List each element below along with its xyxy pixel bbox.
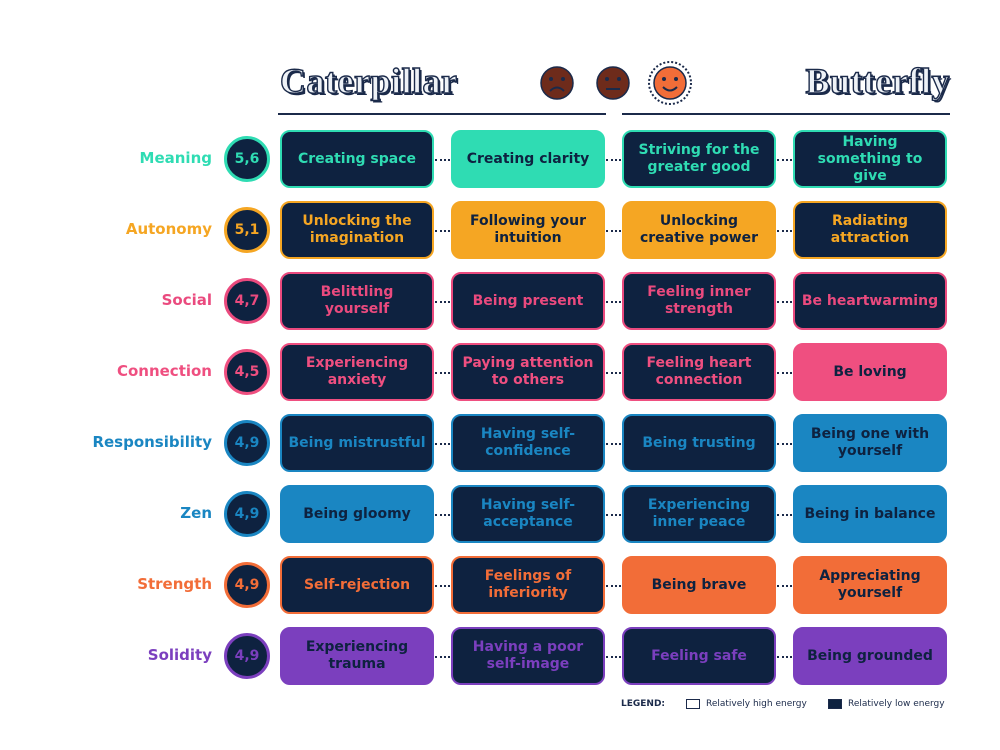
cell: Experiencing anxiety	[280, 343, 434, 401]
score-badge: 4,5	[224, 349, 270, 395]
cell: Having self-confidence	[451, 414, 605, 472]
legend-swatch-low	[828, 699, 842, 709]
cell: Feeling inner strength	[622, 272, 776, 330]
cell: Paying attention to others	[451, 343, 605, 401]
score-badge: 5,1	[224, 207, 270, 253]
cell: Creating clarity	[451, 130, 605, 188]
legend-high: Relatively high energy	[706, 699, 807, 709]
cell: Radiating attraction	[793, 201, 947, 259]
cell: Being mistrustful	[280, 414, 434, 472]
row-label: Autonomy	[125, 220, 212, 238]
connector	[435, 443, 450, 445]
cell: Being present	[451, 272, 605, 330]
score-badge: 4,7	[224, 278, 270, 324]
cell: Being brave	[622, 556, 776, 614]
score-badge: 4,9	[224, 420, 270, 466]
score-badge: 5,6	[224, 136, 270, 182]
cell: Be loving	[793, 343, 947, 401]
cell: Having something to give	[793, 130, 947, 188]
row-label: Meaning	[139, 149, 212, 167]
row-label: Strength	[137, 575, 212, 593]
connector	[777, 443, 792, 445]
cell: Belittling yourself	[280, 272, 434, 330]
connector	[777, 585, 792, 587]
cell: Feeling heart connection	[622, 343, 776, 401]
score-badge: 4,9	[224, 491, 270, 537]
row-label: Connection	[116, 362, 212, 380]
left-title: Caterpillar	[279, 60, 458, 101]
connector	[435, 159, 450, 161]
connector	[606, 372, 621, 374]
connector	[777, 301, 792, 303]
connector	[435, 372, 450, 374]
row-label: Social	[161, 291, 212, 309]
cell: Feelings of inferiority	[451, 556, 605, 614]
cell: Unlocking creative power	[622, 201, 776, 259]
row-label: Zen	[180, 504, 212, 522]
connector	[606, 585, 621, 587]
connector	[606, 301, 621, 303]
sad-face	[540, 66, 574, 100]
connector	[435, 301, 450, 303]
connector	[606, 656, 621, 658]
right-rule	[622, 113, 950, 115]
cell: Being in balance	[793, 485, 947, 543]
legend-low: Relatively low energy	[848, 699, 945, 709]
connector	[606, 230, 621, 232]
cell: Having a poor self-image	[451, 627, 605, 685]
connector	[435, 656, 450, 658]
cell: Creating space	[280, 130, 434, 188]
cell: Experiencing trauma	[280, 627, 434, 685]
score-badge: 4,9	[224, 562, 270, 608]
cell: Be heartwarming	[793, 272, 947, 330]
cell: Being trusting	[622, 414, 776, 472]
connector	[777, 372, 792, 374]
connector	[777, 656, 792, 658]
cell: Feeling safe	[622, 627, 776, 685]
legend-swatch-high	[686, 699, 700, 709]
neutral-face	[596, 66, 630, 100]
connector	[606, 159, 621, 161]
connector	[606, 443, 621, 445]
cell: Having self-acceptance	[451, 485, 605, 543]
right-title: Butterfly	[805, 60, 950, 101]
connector	[435, 230, 450, 232]
cell: Striving for the greater good	[622, 130, 776, 188]
left-rule	[278, 113, 606, 115]
cell: Experiencing inner peace	[622, 485, 776, 543]
connector	[435, 514, 450, 516]
connector	[777, 514, 792, 516]
cell: Being grounded	[793, 627, 947, 685]
row-label: Solidity	[147, 646, 212, 664]
mood-icons	[540, 61, 692, 105]
legend-title: LEGEND:	[621, 699, 666, 709]
connector	[777, 230, 792, 232]
cell: Self-rejection	[280, 556, 434, 614]
connector	[777, 159, 792, 161]
score-badge: 4,9	[224, 633, 270, 679]
cell: Unlocking the imagination	[280, 201, 434, 259]
happy-face	[648, 61, 692, 105]
cell: Being gloomy	[280, 485, 434, 543]
connector	[435, 585, 450, 587]
connector	[606, 514, 621, 516]
row-label: Responsibility	[92, 433, 212, 451]
cell: Appreciating yourself	[793, 556, 947, 614]
cell: Being one with yourself	[793, 414, 947, 472]
cell: Following your intuition	[451, 201, 605, 259]
